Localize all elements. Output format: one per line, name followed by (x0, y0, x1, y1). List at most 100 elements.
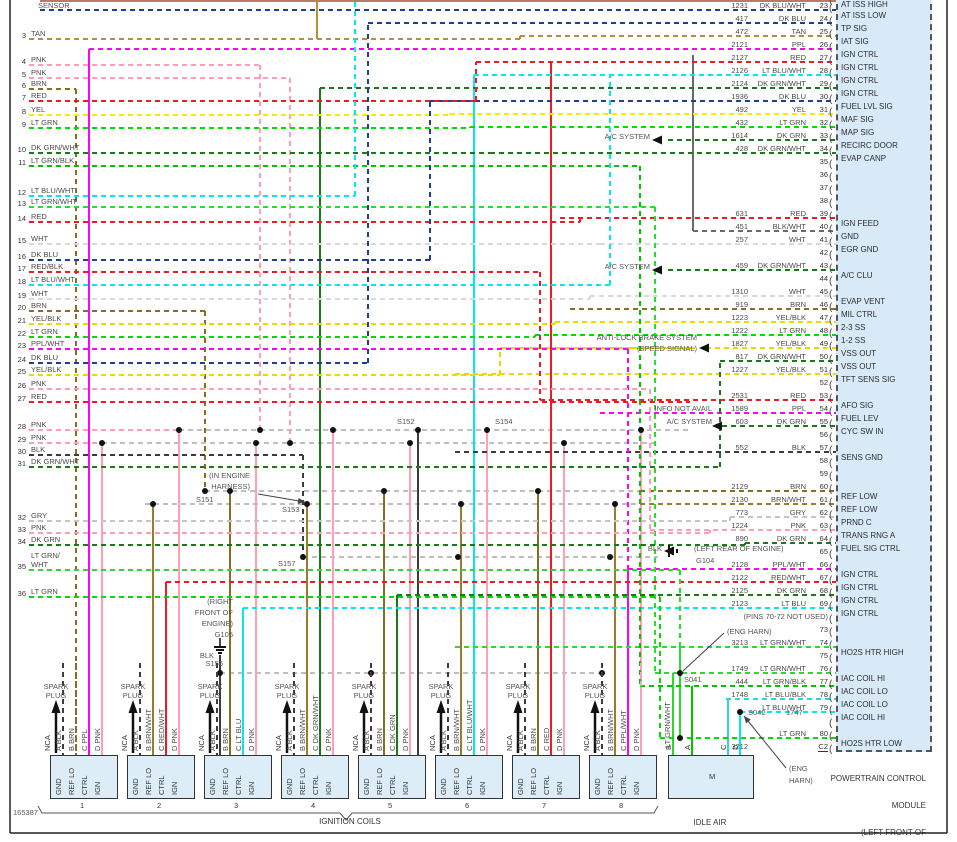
pin-signal: TFT SENS SIG (841, 375, 896, 384)
left-row-number: 24 (17, 355, 26, 364)
connector-bracket: ( (829, 406, 833, 417)
left-row-number: 12 (17, 188, 26, 197)
circuit-number: 1936 (731, 92, 748, 101)
wire-color-label: DK GRN/WHT (757, 261, 806, 270)
annotation: S154 (495, 417, 513, 426)
pin-signal: HO2S HTR LOW (841, 739, 902, 748)
wire-color-label: WHT (31, 560, 49, 569)
wire-color-label: LT GRN/BLK (762, 677, 806, 686)
nca-label: NCA (428, 735, 437, 751)
connector-bracket: ( (829, 172, 833, 183)
pcm-connector-panel (836, 0, 932, 752)
wire-color-label: DK GRN/WHT (757, 79, 806, 88)
connector-bracket: ( (829, 211, 833, 222)
wire-color-label: LT BLU/WHT (762, 66, 806, 75)
connector-bracket: ( (829, 692, 833, 703)
coil-number: 3 (234, 801, 239, 810)
coil-terminal-label: REF LO (452, 767, 461, 795)
circuit-number: 1224 (731, 521, 748, 530)
iac-pin-label: D (731, 744, 740, 750)
coil-terminal-label: IGN (93, 781, 102, 795)
annotation: S041 (684, 675, 702, 684)
connector-bracket: ( (829, 250, 833, 261)
annotation: HARNESS) (211, 482, 250, 491)
pcm-title: POWERTRAIN CONTROL MODULE (LEFT FRONT OF… (831, 756, 926, 842)
pin-number: 69 (819, 599, 828, 608)
connector-bracket: ( (829, 562, 833, 573)
left-row-number: 32 (17, 513, 26, 522)
pin-number: 52 (819, 378, 828, 387)
pin-number: 38 (819, 196, 828, 205)
coil-pin-label: A BLK (54, 730, 63, 751)
pin-number: 56 (819, 430, 828, 439)
pin-number: 64 (819, 534, 828, 543)
coil-number: 2 (157, 801, 162, 810)
wire-color-label: BLK (31, 445, 46, 454)
left-row-number: 36 (17, 589, 26, 598)
annotation: (ENG HARN) (727, 627, 772, 636)
wire-color-label: LT BLU (781, 599, 806, 608)
circuit-number: 1222 (731, 326, 748, 335)
ignition-coil-box (50, 755, 118, 799)
pcm-title-line: (LEFT FRONT OF (860, 828, 926, 837)
coil-pin-label: A BLK (208, 730, 217, 751)
wire-color-label: RED (31, 392, 47, 401)
circuit-number: 919 (735, 300, 748, 309)
pin-signal: AT ISS LOW (841, 11, 887, 20)
nca-label: NCA (582, 735, 591, 751)
connector-bracket: ( (829, 0, 833, 6)
circuit-number: 1827 (731, 339, 748, 348)
wire-color-label: WHT (788, 287, 806, 296)
pin-signal: RECIRC DOOR (841, 141, 898, 150)
pcm-title-line: POWERTRAIN CONTROL (830, 774, 926, 783)
annotation: (ENG (789, 764, 808, 773)
coil-pin-label: D PNK (93, 728, 102, 751)
coil-pin-label: C PPL/WHT (619, 710, 628, 751)
ignition-coil-box (435, 755, 503, 799)
pin-signal: FUEL LVL SIG (841, 102, 893, 111)
coil-pin-label: A BLK (362, 730, 371, 751)
annotation: SENSOR (38, 1, 70, 10)
pin-signal: IGN CTRL (841, 583, 879, 592)
pin-number: 25 (819, 27, 828, 36)
left-row-number: 19 (17, 291, 26, 300)
annotation: (SPEED SIGNAL) (636, 344, 697, 353)
pin-signal: 2-3 SS (841, 323, 866, 332)
nca-label: NCA (43, 735, 52, 751)
wire-color-label: GRY (31, 511, 48, 520)
coil-number: 6 (465, 801, 470, 810)
coil-pin-label: A BLK (516, 730, 525, 751)
spark-plug-label: SPARK PLUG (351, 682, 377, 700)
pin-signal: AFO SIG (841, 401, 874, 410)
wire-color-label: LT GRN/BLK (31, 156, 75, 165)
pin-number: 49 (819, 339, 828, 348)
pin-number: 45 (819, 287, 828, 296)
pin-signal: IAC COIL HI (841, 674, 886, 683)
wire-color-label: DK GRN (776, 131, 806, 140)
wire-color-label: RED (31, 91, 47, 100)
wire-color-label: PNK (31, 55, 47, 64)
annotation: HARN) (789, 776, 813, 785)
pin-signal: IAC COIL HI (841, 713, 886, 722)
wire-color-label: RED (31, 212, 47, 221)
coil-terminal-label: GND (362, 778, 371, 795)
spark-plug-label: SPARK PLUG (274, 682, 300, 700)
coil-pin-label: B BRN (375, 728, 384, 751)
wire-color-label: YEL (791, 105, 806, 114)
wire-color-label: DK GRN/WHT (31, 457, 80, 466)
left-row-number: 23 (17, 341, 26, 350)
wire-color-label: LT GRN/WHT (760, 664, 806, 673)
pin-number: 47 (819, 313, 828, 322)
wire-color-label: BRN (790, 300, 806, 309)
wire-color-label: DK GRN/WHT (31, 143, 80, 152)
pin-number: 78 (819, 690, 828, 699)
pin-number: 54 (819, 404, 828, 413)
wire-color-label: PNK (31, 433, 47, 442)
connector-bracket: ( (829, 666, 833, 677)
wire-color-label: YEL/BLK (775, 365, 806, 374)
circuit-number: 2125 (731, 586, 748, 595)
iac-caption-line: IDLE AIR (693, 818, 727, 827)
pin-number: 55 (819, 417, 828, 426)
wire-color-label: YEL/BLK (31, 314, 62, 323)
